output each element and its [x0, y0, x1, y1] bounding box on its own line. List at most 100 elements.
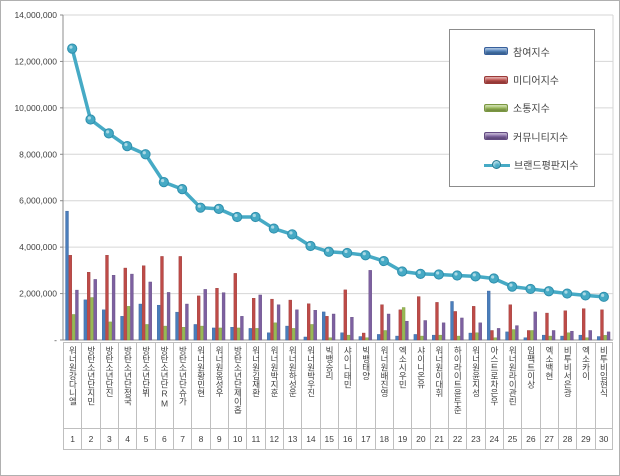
bar-community — [588, 330, 592, 341]
category-column: 방탄소년단뷔 5 — [136, 342, 155, 450]
brand-index-marker — [85, 114, 96, 125]
category-rank: 1 — [63, 429, 82, 450]
brand-index-marker — [195, 202, 206, 213]
bar-media — [325, 316, 329, 341]
bar-communication — [530, 330, 534, 341]
category-column: 빅뱅승리 15 — [319, 342, 338, 450]
category-name-cell: 엑소카이 — [576, 342, 595, 429]
category-column: 방탄소년단지민 2 — [81, 342, 100, 450]
marker-highlight — [179, 186, 183, 190]
category-name: 방탄소년단슈가 — [177, 346, 188, 406]
brand-index-marker — [507, 281, 518, 292]
legend-label: 소통지수 — [513, 104, 550, 116]
category-rank: 11 — [246, 429, 265, 450]
category-name: 빅뱅태양 — [361, 346, 372, 380]
category-rank: 4 — [117, 429, 137, 450]
y-axis-label: 4,000,000 — [19, 242, 57, 252]
category-name: 워너원황민현 — [196, 346, 207, 397]
bar-media — [123, 267, 127, 341]
bar-participation — [212, 327, 216, 341]
bar-communication — [163, 325, 167, 341]
marker-highlight — [399, 268, 403, 272]
category-rank: 6 — [154, 429, 173, 450]
bar-media — [435, 302, 439, 341]
bar-communication — [291, 328, 296, 341]
category-name: 워너원라이관린 — [507, 346, 518, 406]
bar-communication — [511, 329, 516, 341]
category-rank: 29 — [576, 429, 595, 450]
category-rank: 22 — [447, 429, 467, 450]
category-column: 워너원윤지성 23 — [466, 342, 485, 450]
bar-community — [460, 317, 464, 341]
bar-participation — [413, 334, 417, 341]
bar-community — [240, 316, 244, 341]
category-column: 방탄소년단RM 6 — [154, 342, 173, 450]
category-rank: 14 — [301, 429, 320, 450]
category-name: 방탄소년단제이홉 — [232, 346, 243, 414]
bar-media — [105, 255, 109, 341]
category-column: 워너원배진영 18 — [374, 342, 393, 450]
bar-participation — [597, 336, 601, 341]
category-name-cell: 아스트로차은우 — [484, 342, 503, 429]
legend-label: 커뮤니티지수 — [513, 132, 569, 144]
category-rank: 20 — [411, 429, 430, 450]
category-name: 아스트로차은우 — [489, 346, 500, 406]
bar-media — [490, 330, 494, 341]
bar-communication — [71, 314, 76, 341]
category-rank: 19 — [392, 429, 412, 450]
category-rank: 5 — [136, 429, 155, 450]
marker-highlight — [509, 283, 513, 287]
category-column: 아스트로차은우 24 — [484, 342, 503, 450]
category-rank: 25 — [502, 429, 522, 450]
bar-participation — [248, 328, 252, 341]
bar-participation — [450, 301, 454, 341]
category-name: 샤이니온유 — [416, 346, 427, 389]
bar-participation — [377, 334, 381, 341]
bar-participation — [285, 325, 289, 341]
category-column: 워너원강다니엘 1 — [63, 342, 82, 450]
category-name-cell: 방탄소년단RM — [154, 342, 173, 429]
bar-participation — [230, 327, 234, 341]
bar-community — [331, 313, 336, 341]
category-name-cell: 워너원강다니엘 — [63, 342, 82, 429]
bar-community — [93, 279, 97, 341]
brand-index-marker — [342, 247, 353, 259]
bar-communication — [548, 335, 552, 341]
bar-media — [545, 312, 549, 341]
bar-community — [185, 303, 189, 341]
marker-highlight — [527, 285, 531, 290]
category-column: 워너원옹성우 9 — [209, 342, 228, 450]
brand-index-marker — [452, 270, 463, 281]
category-column: 워너원박지훈 12 — [264, 342, 283, 450]
bar-community — [496, 328, 501, 341]
bar-communication — [181, 327, 186, 341]
category-rank: 17 — [356, 429, 375, 450]
bar-community — [533, 311, 537, 341]
category-name: 워너원김재환 — [251, 346, 262, 397]
brand-index-marker — [323, 246, 334, 257]
category-name: 방탄소년단RM — [159, 346, 170, 409]
category-column: 비투비서은광 28 — [557, 342, 577, 450]
bar-media — [160, 256, 164, 341]
category-column: 빅뱅태양 17 — [356, 342, 375, 450]
category-column: 방탄소년단제이홉 10 — [227, 342, 247, 450]
bar-media — [453, 311, 457, 341]
marker-highlight — [87, 116, 91, 120]
marker-highlight — [307, 242, 311, 247]
bar-media — [86, 272, 91, 341]
category-name: 워너원하성운 — [287, 346, 298, 397]
category-rank: 8 — [191, 429, 210, 450]
category-rank: 21 — [429, 429, 448, 450]
category-name: 워너원강다니엘 — [67, 346, 78, 406]
brand-index-marker — [470, 271, 481, 282]
category-column: 비투비임현식 30 — [594, 342, 613, 450]
bar-community — [423, 320, 427, 341]
marker-highlight — [472, 273, 476, 277]
category-rank: 26 — [521, 429, 540, 450]
y-axis-label: - — [54, 335, 57, 345]
category-column: 방탄소년단진 3 — [99, 342, 118, 450]
bar-media — [472, 306, 476, 341]
bar-media — [417, 296, 421, 341]
brand-index-marker — [305, 240, 316, 252]
